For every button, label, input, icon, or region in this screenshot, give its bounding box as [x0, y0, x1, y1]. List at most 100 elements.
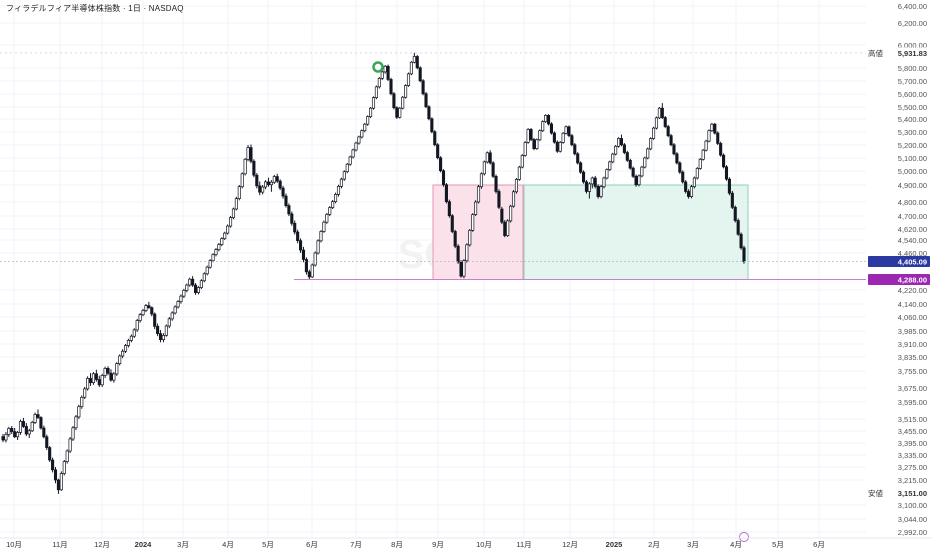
candle — [392, 92, 396, 110]
candle-body — [4, 434, 8, 441]
y-tick-label: 5,500.00 — [898, 103, 927, 112]
candle — [652, 126, 656, 140]
y-tick-label: 3,395.00 — [898, 439, 927, 448]
candle — [196, 286, 201, 295]
last-price-label-bg — [868, 255, 930, 267]
candle-body — [389, 79, 393, 95]
candle — [678, 161, 682, 174]
candle — [223, 231, 227, 240]
candle — [590, 176, 594, 189]
candle-body — [687, 191, 691, 197]
candle — [246, 145, 250, 162]
candle — [4, 432, 8, 443]
candle-body — [348, 156, 352, 165]
candle-body — [439, 157, 443, 172]
candle-body — [325, 213, 329, 223]
candle-body — [482, 161, 486, 175]
candle — [704, 139, 708, 152]
x-tick-label: 12月 — [94, 540, 110, 549]
candle-body — [360, 130, 364, 138]
candle-body — [252, 160, 256, 176]
candle — [16, 431, 20, 440]
candle-body — [223, 232, 227, 239]
x-tick-label: 4月 — [222, 540, 234, 549]
candle-body — [681, 171, 685, 183]
candle — [290, 211, 294, 226]
candle — [129, 334, 133, 343]
candle — [141, 308, 145, 317]
candle — [59, 471, 63, 491]
candle — [433, 130, 437, 147]
candle — [118, 354, 122, 366]
candle — [144, 304, 148, 313]
candle — [170, 311, 174, 321]
candle-body — [546, 115, 551, 125]
candle-body — [716, 132, 720, 144]
candle-body — [637, 175, 641, 186]
candle-body — [301, 249, 306, 260]
candle-body — [669, 135, 673, 146]
candle — [123, 344, 128, 354]
candle-body — [126, 340, 130, 346]
y-tick-label: 3,044.00 — [898, 515, 927, 524]
candle — [319, 230, 323, 243]
candle — [739, 232, 743, 250]
y-tick-label: 3,985.00 — [898, 327, 927, 336]
candle-body — [307, 271, 311, 278]
candle-body — [590, 177, 594, 185]
candle-body — [351, 149, 355, 158]
candle — [666, 124, 670, 138]
y-tick-label: 5,300.00 — [898, 128, 927, 137]
candle — [692, 176, 696, 189]
candle-body — [643, 157, 647, 168]
high-label: 高値 — [868, 48, 883, 58]
candle-body — [672, 144, 676, 155]
candle — [617, 137, 621, 148]
candle — [91, 372, 95, 385]
candle-body — [185, 284, 189, 291]
y-tick-label: 5,100.00 — [898, 154, 927, 163]
candle-body — [564, 126, 568, 134]
candle — [549, 122, 554, 135]
candle-body — [494, 175, 498, 192]
candle-body — [237, 186, 241, 199]
candle-body — [561, 132, 565, 143]
candle — [669, 133, 673, 147]
candle-body — [602, 177, 606, 188]
candle-body — [334, 194, 338, 203]
candle-body — [118, 355, 122, 364]
candle — [602, 176, 606, 189]
candle — [255, 173, 259, 189]
candle-body — [33, 414, 37, 423]
candle-body — [593, 177, 597, 187]
candle-body — [573, 144, 577, 155]
candle-body — [371, 97, 376, 109]
candle-body — [62, 461, 66, 474]
candle-body — [608, 161, 612, 171]
candle — [135, 318, 139, 332]
candle — [7, 426, 11, 437]
candle-body — [631, 167, 635, 177]
price-axis[interactable]: 6,400.00 6,200.00 6,000.00 5,800.00 5,700.00… — [866, 0, 932, 550]
candle-body — [476, 186, 481, 203]
candle — [511, 190, 516, 208]
candle-body — [678, 162, 682, 173]
candle — [625, 150, 629, 162]
candle-body — [617, 138, 621, 147]
candle-body — [141, 310, 145, 316]
candle — [447, 199, 451, 218]
candle — [121, 349, 125, 359]
y-tick-label: 5,800.00 — [898, 64, 927, 73]
candle-body — [112, 373, 116, 381]
candle — [713, 122, 717, 135]
candle — [115, 362, 119, 376]
time-axis[interactable]: 10月 11月 12月 2024 3月 4月 5月 6月 7月 8月 9月 10月 11月 12月 2025… — [0, 537, 932, 549]
candle-body — [39, 417, 43, 429]
candle-body — [59, 473, 63, 491]
candle-body — [106, 368, 110, 374]
candle — [421, 79, 425, 96]
candle-body — [587, 183, 591, 192]
candle — [401, 95, 405, 110]
candle-body — [657, 107, 661, 119]
